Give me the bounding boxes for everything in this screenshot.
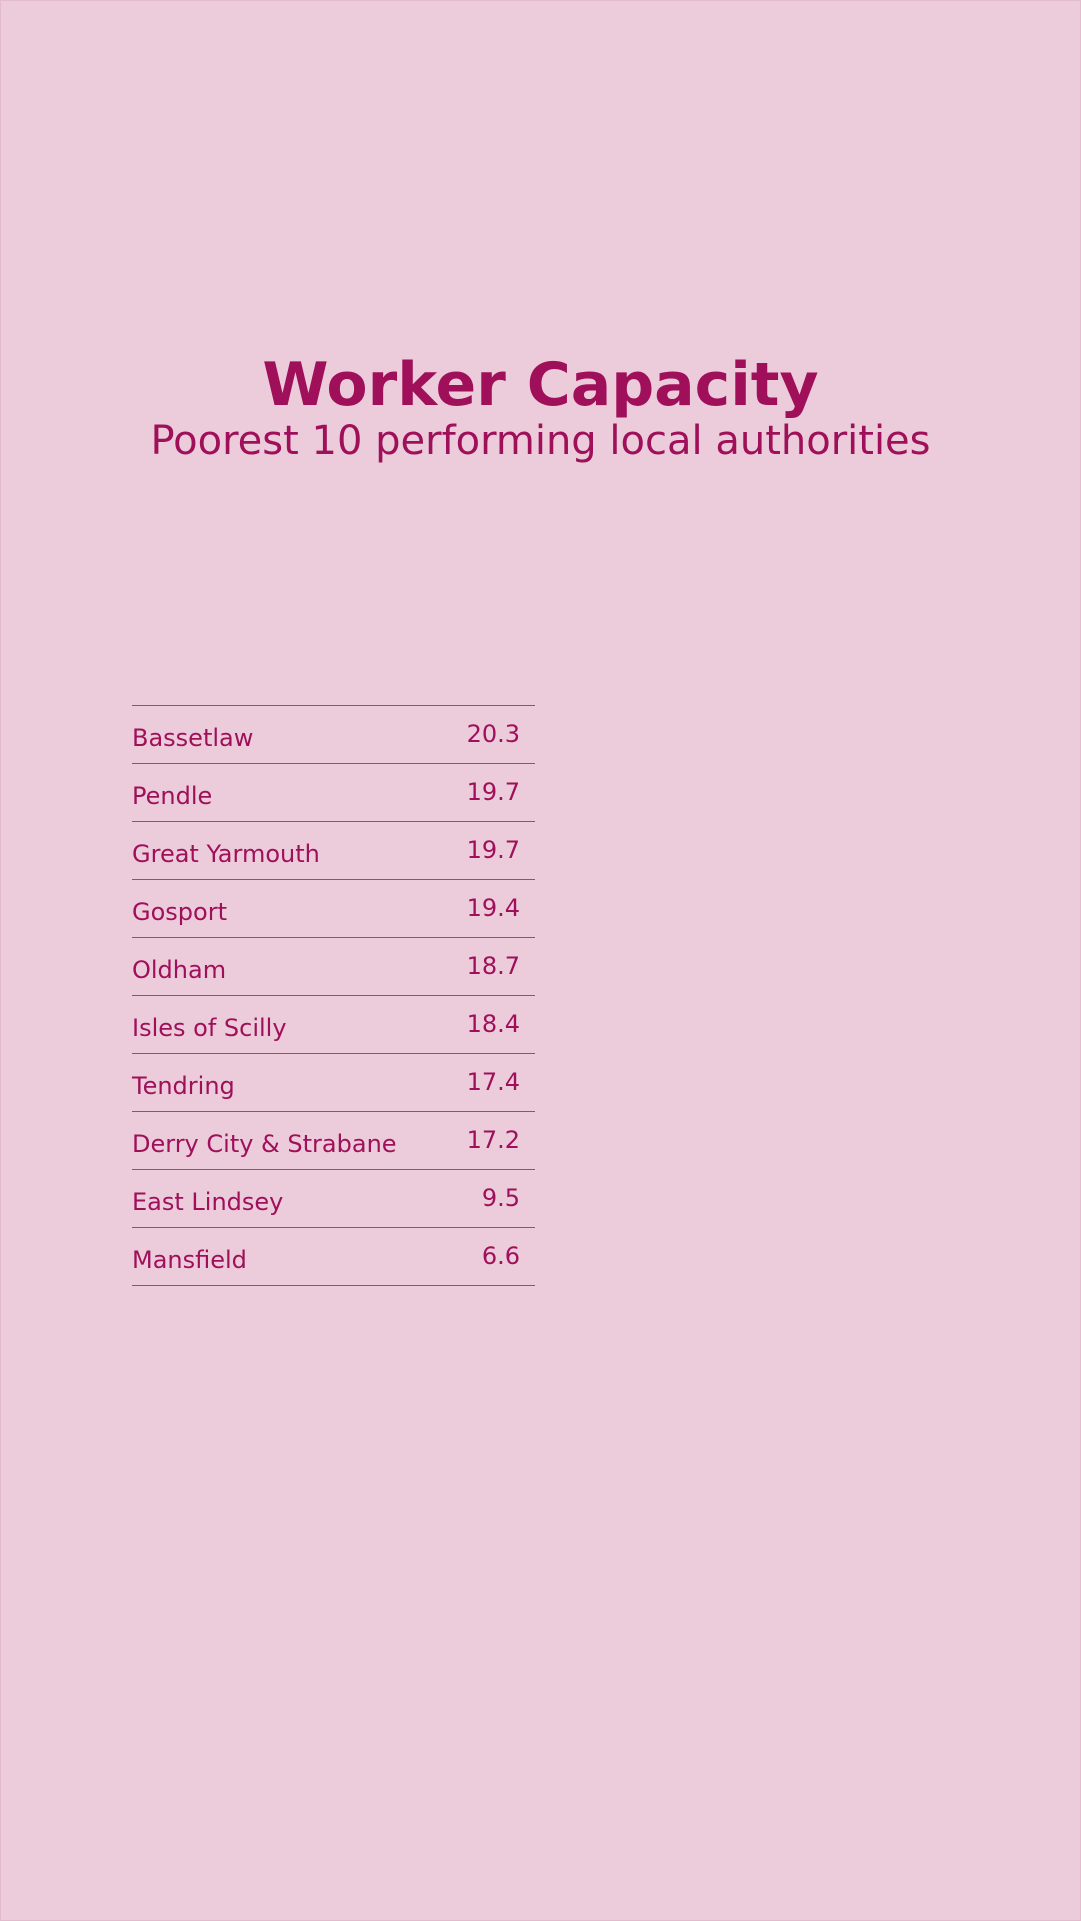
authority-value: 17.4 — [466, 1068, 520, 1096]
authority-name: Isles of Scilly — [132, 1014, 287, 1042]
chart-subtitle: Poorest 10 performing local authorities — [150, 418, 931, 464]
authority-value: 18.7 — [466, 952, 520, 980]
table-row: Bassetlaw 20.3 — [132, 706, 535, 764]
table-row: Mansfield 6.6 — [132, 1228, 535, 1286]
authority-value: 19.4 — [466, 894, 520, 922]
authority-name: Bassetlaw — [132, 724, 254, 752]
authority-value: 9.5 — [481, 1184, 520, 1212]
table-row: Tendring 17.4 — [132, 1054, 535, 1112]
table-row: Great Yarmouth 19.7 — [132, 822, 535, 880]
authority-name: Great Yarmouth — [132, 840, 320, 868]
authority-name: Tendring — [132, 1072, 235, 1100]
table-row: Pendle 19.7 — [132, 764, 535, 822]
authority-name: Mansfield — [132, 1246, 247, 1274]
authority-value: 19.7 — [466, 778, 520, 806]
table-row: East Lindsey 9.5 — [132, 1170, 535, 1228]
authority-name: Derry City & Strabane — [132, 1130, 397, 1158]
ranking-table: Bassetlaw 20.3 Pendle 19.7 Great Yarmouth 19.… — [132, 705, 535, 1286]
authority-name: East Lindsey — [132, 1188, 284, 1216]
table-row: Oldham 18.7 — [132, 938, 535, 996]
authority-value: 6.6 — [481, 1242, 520, 1270]
authority-value: 18.4 — [466, 1010, 520, 1038]
table-row: Gosport 19.4 — [132, 880, 535, 938]
authority-value: 19.7 — [466, 836, 520, 864]
authority-name: Gosport — [132, 898, 227, 926]
table-row: Derry City & Strabane 17.2 — [132, 1112, 535, 1170]
authority-name: Pendle — [132, 782, 213, 810]
authority-value: 17.2 — [466, 1126, 520, 1154]
authority-value: 20.3 — [466, 720, 520, 748]
table-row: Isles of Scilly 18.4 — [132, 996, 535, 1054]
chart-title: Worker Capacity — [262, 350, 819, 420]
authority-name: Oldham — [132, 956, 227, 984]
